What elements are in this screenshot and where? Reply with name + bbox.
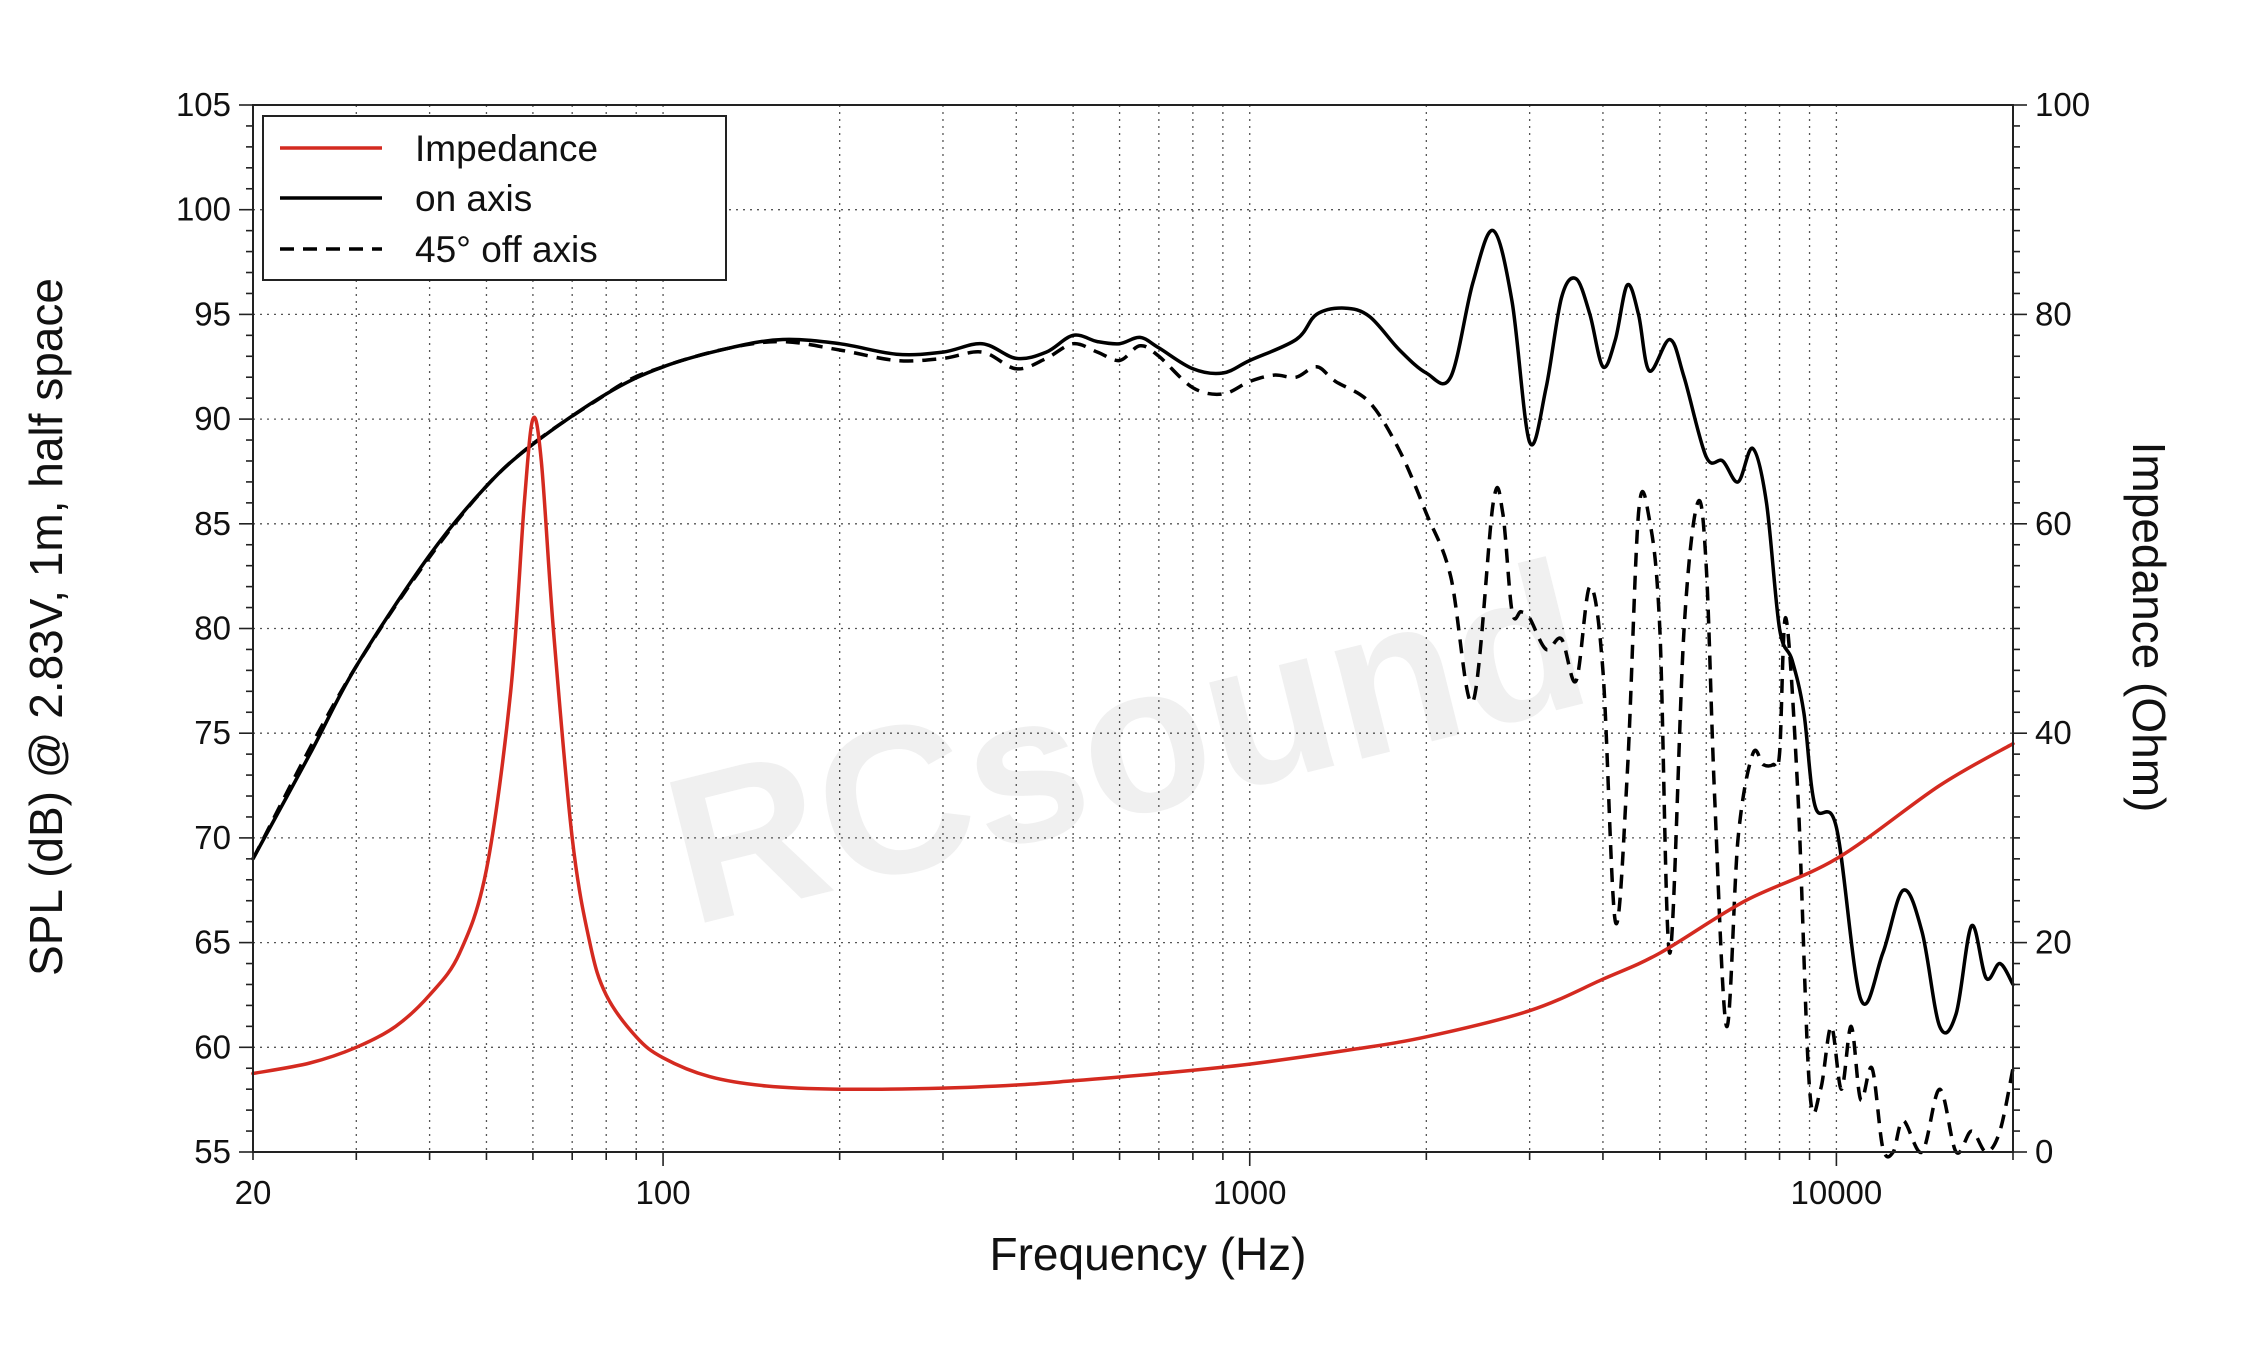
series-line-impedance	[251, 415, 2015, 1092]
y-axis-left: 55 60 65 70 75 80 85 90 95 100 105	[176, 86, 253, 1170]
legend-label-on-axis: on axis	[415, 178, 532, 219]
y2-tick-label: 0	[2035, 1133, 2053, 1170]
y2-tick-label: 20	[2035, 924, 2072, 961]
x-tick-label: 100	[636, 1174, 691, 1211]
y-tick-label: 65	[194, 924, 231, 961]
series-line-on-axis	[251, 228, 2015, 1035]
y2-tick-label: 60	[2035, 505, 2072, 542]
y-tick-label: 60	[194, 1028, 231, 1065]
x-tick-label: 20	[235, 1174, 272, 1211]
y-tick-label: 105	[176, 86, 231, 123]
watermark: RCsound	[645, 516, 1607, 970]
y-tick-label: 75	[194, 714, 231, 751]
y-axis-right: 0 20 40 60 80 100	[2013, 86, 2090, 1170]
x-tick-label: 10000	[1791, 1174, 1883, 1211]
y-axis-title: SPL (dB) @ 2.83V, 1m, half space	[20, 278, 72, 976]
y-tick-label: 70	[194, 819, 231, 856]
y-tick-label: 85	[194, 505, 231, 542]
x-axis-title: Frequency (Hz)	[990, 1228, 1307, 1280]
y2-axis-title: Impedance (Ohm)	[2123, 442, 2175, 813]
y-tick-label: 80	[194, 610, 231, 647]
series-layer	[251, 228, 2015, 1159]
legend-label-off-axis: 45° off axis	[415, 229, 598, 270]
x-tick-label: 1000	[1213, 1174, 1286, 1211]
y-tick-label: 90	[194, 400, 231, 437]
y-tick-label: 55	[194, 1133, 231, 1170]
y-tick-label: 95	[194, 295, 231, 332]
y2-tick-label: 80	[2035, 295, 2072, 332]
y2-tick-label: 100	[2035, 86, 2090, 123]
y-tick-label: 100	[176, 191, 231, 228]
legend: Impedance on axis 45° off axis	[262, 115, 727, 281]
y2-tick-label: 40	[2035, 714, 2072, 751]
x-axis: 20 100 1000 10000	[235, 1152, 2014, 1211]
legend-label-impedance: Impedance	[415, 128, 598, 169]
series-line-off-axis	[251, 339, 2015, 1159]
